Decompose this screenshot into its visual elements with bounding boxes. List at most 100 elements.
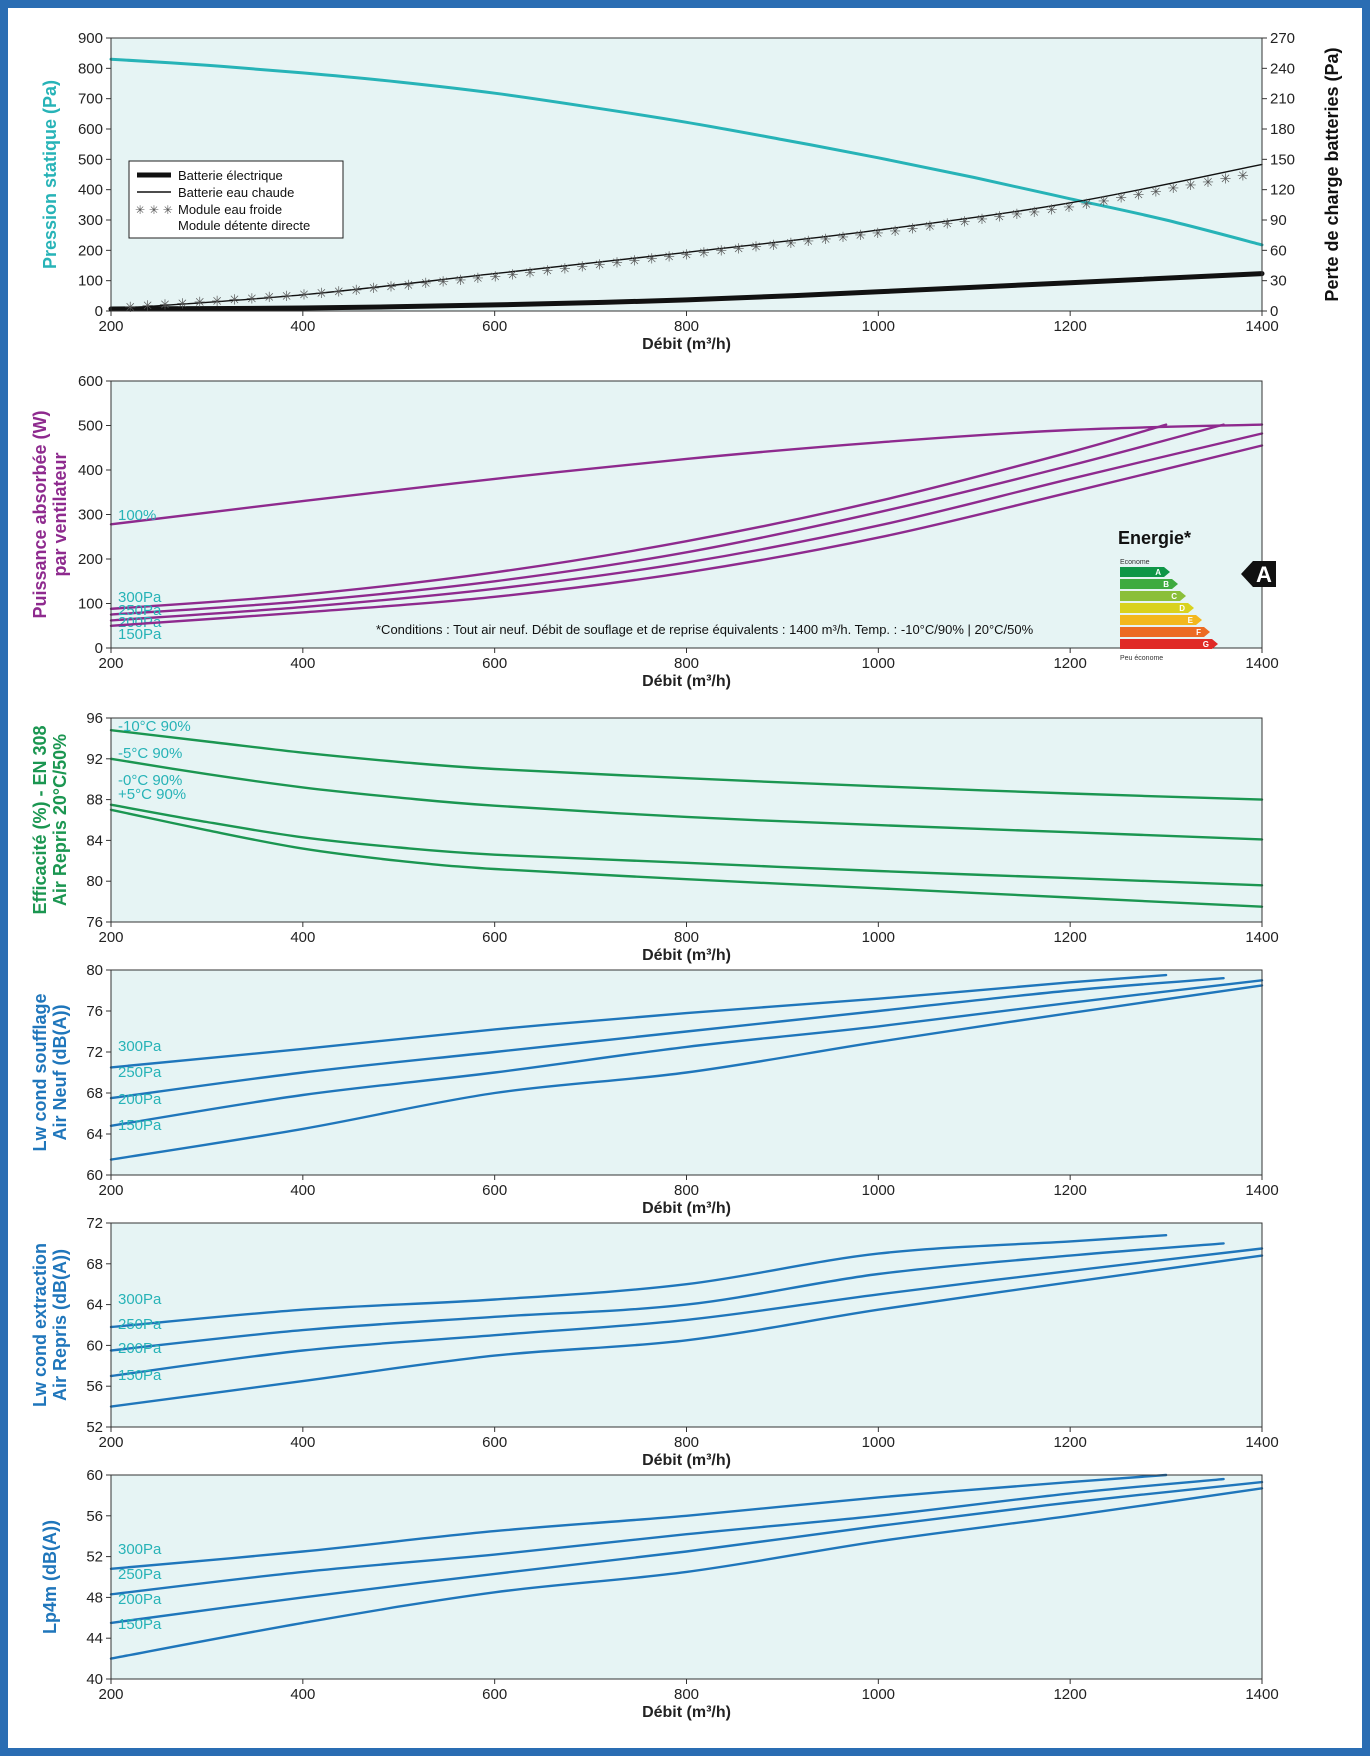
x-axis-label: Débit (m³/h) (642, 336, 731, 353)
x-tick-label: 1400 (1245, 929, 1278, 946)
y-axis-label: Efficacité (%) - EN 308 (30, 725, 50, 914)
plot-frame (110, 380, 1263, 649)
series-marker: ✳ (1115, 191, 1127, 207)
energy-class-letter: B (1163, 580, 1169, 589)
x-tick-label: 1200 (1053, 318, 1086, 335)
x-tick-label: 1200 (1053, 929, 1086, 946)
x-tick-label: 1400 (1245, 1686, 1278, 1703)
x-tick-label: 400 (290, 929, 315, 946)
series-marker: ✳ (229, 293, 241, 309)
x-axis-label: Débit (m³/h) (642, 1704, 731, 1721)
series-marker: ✳ (907, 221, 919, 237)
x-tick-label: 600 (482, 318, 507, 335)
y-tick-label: 500 (78, 418, 103, 435)
series-marker: ✳ (316, 286, 328, 302)
y-tick-label: 300 (78, 507, 103, 524)
series-label: 300Pa (118, 1291, 162, 1308)
series-marker: ✳ (1237, 169, 1249, 185)
series-marker: ✳ (402, 278, 414, 294)
series-line (109, 1473, 1168, 1570)
y-tick-label: 600 (78, 121, 103, 138)
series-marker: ✳ (124, 300, 136, 316)
series-line (109, 1247, 1264, 1378)
charts-svg: 200 400 600 800 1000 1200 1400 0 100 200 300 400 500… (30, 30, 1342, 1721)
plot-area (111, 1223, 1262, 1427)
series-marker: ✳ (1220, 172, 1232, 188)
y-tick-label: 200 (78, 551, 103, 568)
energy-class-bar (1120, 627, 1210, 637)
energy-class-letter: C (1171, 592, 1177, 601)
series-marker: ✳ (715, 244, 727, 260)
y-tick-label: 80 (86, 873, 103, 890)
series-marker: ✳ (663, 249, 675, 265)
series-line (109, 977, 1225, 1100)
series-line (109, 1487, 1264, 1660)
series-marker: ✳ (976, 212, 988, 228)
y-tick-label: 900 (78, 30, 103, 47)
series-marker: ✳ (455, 273, 467, 289)
y-axis-label: Puissance absorbée (W) (30, 410, 50, 618)
energy-class-bar (1120, 567, 1170, 577)
y-tick-label: 84 (86, 832, 103, 849)
series-line (109, 423, 1264, 526)
energy-class-letter: E (1188, 616, 1194, 625)
y-axis-label: Lp4m (dB(A)) (40, 1520, 60, 1634)
series-marker: ✳ (524, 266, 536, 282)
chart-panel-4: 200 400 600 800 1000 1200 1400 60 64 68 72 76 80 Débi… (30, 962, 1279, 1217)
series-label: 150Pa (118, 626, 162, 643)
chart-panel-3: 200 400 600 800 1000 1200 1400 76 80 84 88 92 96 Débi… (30, 710, 1279, 964)
y-tick-label: 0 (95, 303, 103, 320)
series-marker: ✳ (263, 290, 275, 306)
series-label: 300Pa (118, 1541, 162, 1558)
x-tick-label: 1000 (862, 1686, 895, 1703)
energy-class-letter: F (1196, 628, 1201, 637)
y-tick-label: 64 (86, 1297, 103, 1314)
y-tick-label: 100 (78, 273, 103, 290)
y-tick-label: 92 (86, 751, 103, 768)
series-marker: ✳ (437, 275, 449, 291)
x-tick-label: 1200 (1053, 1686, 1086, 1703)
x-tick-label: 600 (482, 1182, 507, 1199)
series-marker: ✳ (1011, 207, 1023, 223)
x-tick-label: 800 (674, 1182, 699, 1199)
x-tick-label: 1000 (862, 318, 895, 335)
y-tick-label: 72 (86, 1044, 103, 1061)
series-label: 300Pa (118, 589, 162, 606)
series-line (109, 423, 1225, 616)
x-tick-label: 1000 (862, 929, 895, 946)
y-right-tick-label: 120 (1270, 182, 1295, 199)
series-label: -10°C 90% (118, 718, 191, 735)
series-marker: ✳ (820, 232, 832, 248)
series-line (109, 423, 1168, 610)
y-tick-label: 400 (78, 182, 103, 199)
y-right-tick-label: 240 (1270, 60, 1295, 77)
y-tick-label: 96 (86, 710, 103, 727)
y-right-axis-label: Perte de charge batteries (Pa) (1322, 47, 1342, 301)
x-tick-label: 400 (290, 1686, 315, 1703)
energy-title: Energie* (1118, 528, 1191, 548)
series-marker: ✳ (350, 283, 362, 299)
series-label: 250Pa (118, 1316, 162, 1333)
x-tick-label: 1400 (1245, 1434, 1278, 1451)
series-marker: ✳ (368, 281, 380, 297)
x-tick-label: 200 (98, 318, 123, 335)
plot-frame (110, 1474, 1263, 1680)
series-label: 200Pa (118, 614, 162, 631)
energy-class-letter: G (1203, 640, 1209, 649)
series-marker: ✳ (1133, 187, 1145, 203)
x-axis-label: Débit (m³/h) (642, 1200, 731, 1217)
x-tick-label: 400 (290, 1434, 315, 1451)
y-tick-label: 48 (86, 1589, 103, 1606)
series-marker: ✳ (559, 261, 571, 277)
x-tick-label: 1400 (1245, 318, 1278, 335)
series-label: 250Pa (118, 1064, 162, 1081)
x-tick-label: 800 (674, 929, 699, 946)
series-marker: ✳ (246, 291, 258, 307)
series-marker: ✳ (837, 230, 849, 246)
x-tick-label: 400 (290, 1182, 315, 1199)
series-marker: ✳ (333, 284, 345, 300)
x-tick-label: 800 (674, 1686, 699, 1703)
chart-panel-1: 200 400 600 800 1000 1200 14000100200300400500… (40, 30, 1342, 353)
x-tick-label: 1200 (1053, 1182, 1086, 1199)
